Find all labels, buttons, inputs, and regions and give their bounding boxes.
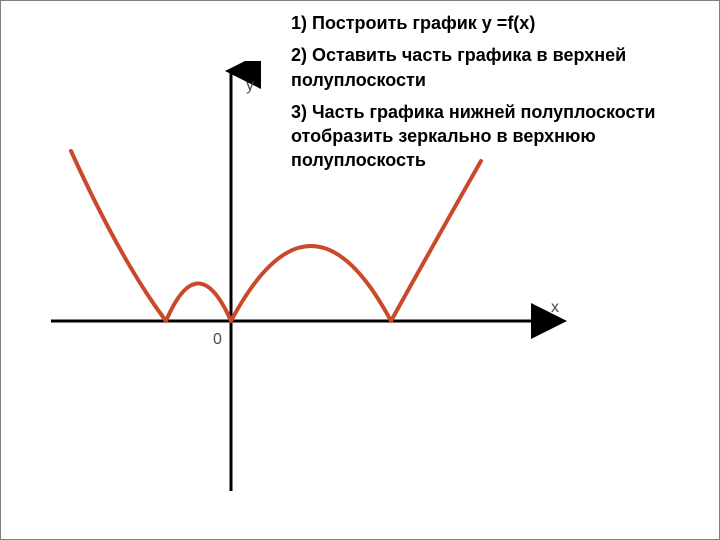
y-axis-label: y <box>246 77 254 95</box>
function-curve <box>71 151 481 321</box>
origin-label: 0 <box>213 331 222 349</box>
x-axis-label: x <box>551 299 559 317</box>
chart-area: y x 0 <box>51 61 581 501</box>
instruction-step-1: 1) Построить график y =f(x) <box>291 11 711 35</box>
chart-svg <box>51 61 581 501</box>
